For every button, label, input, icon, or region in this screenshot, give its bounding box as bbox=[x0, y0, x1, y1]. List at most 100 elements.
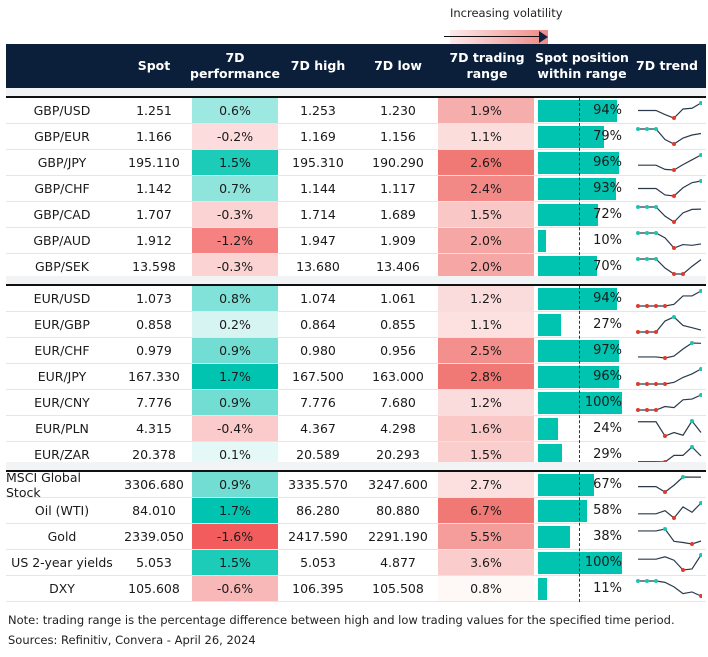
low-value: 190.290 bbox=[372, 155, 424, 170]
table-row: MSCI Global Stock 3306.680 0.9% 3335.570 324… bbox=[6, 470, 706, 500]
row-divider bbox=[6, 337, 706, 338]
row-label: Oil (WTI) bbox=[34, 503, 90, 518]
high-value: 4.367 bbox=[300, 421, 336, 436]
perf-value: -0.6% bbox=[192, 576, 278, 601]
trend-max-marker bbox=[645, 231, 649, 235]
group-divider bbox=[6, 470, 706, 472]
range-value: 2.0% bbox=[438, 254, 534, 279]
spot-value: 7.776 bbox=[136, 395, 172, 410]
table-header: Spot 7D performance 7D high 7D low 7D tr… bbox=[6, 44, 706, 88]
trend-max-marker bbox=[645, 127, 649, 131]
trend-min-marker bbox=[663, 304, 667, 308]
trend-max-marker bbox=[663, 527, 667, 531]
spot-value: 4.315 bbox=[136, 421, 172, 436]
trend-line bbox=[638, 102, 702, 119]
position-bar bbox=[538, 126, 605, 148]
trend-sparkline bbox=[638, 101, 702, 120]
row-divider bbox=[6, 441, 706, 442]
high-value: 167.500 bbox=[292, 369, 344, 384]
row-divider bbox=[6, 311, 706, 312]
legend-label: Increasing volatility bbox=[450, 6, 563, 20]
position-bar bbox=[538, 178, 617, 200]
trend-line bbox=[638, 368, 702, 385]
midpoint-line bbox=[579, 286, 580, 468]
high-value: 20.589 bbox=[296, 447, 340, 462]
trend-line bbox=[638, 419, 702, 437]
spot-value: 195.110 bbox=[128, 155, 180, 170]
position-bar bbox=[538, 288, 617, 310]
row-label: EUR/ZAR bbox=[34, 447, 90, 462]
high-value: 5.053 bbox=[300, 555, 336, 570]
row-divider bbox=[6, 415, 706, 416]
table-row: EUR/PLN 4.315 -0.4% 4.367 4.298 1.6% 24% bbox=[6, 416, 706, 442]
table-row: Gold 2339.050 -1.6% 2417.590 2291.190 5.5% 38% bbox=[6, 524, 706, 550]
position-bar bbox=[538, 256, 597, 278]
trend-min-marker bbox=[672, 220, 676, 224]
table-row: GBP/CAD 1.707 -0.3% 1.714 1.689 1.5% 72% bbox=[6, 202, 706, 228]
trend-min-marker bbox=[645, 304, 649, 308]
position-value: 72% bbox=[593, 207, 622, 222]
row-divider bbox=[6, 389, 706, 390]
spot-value: 84.010 bbox=[132, 503, 176, 518]
trend-line bbox=[638, 180, 702, 197]
trend-sparkline bbox=[636, 367, 702, 386]
range-value: 2.0% bbox=[438, 228, 534, 253]
position-bar bbox=[538, 526, 570, 548]
range-value: 3.6% bbox=[438, 550, 534, 575]
group-spacer bbox=[6, 462, 706, 470]
position-bar bbox=[538, 340, 620, 362]
trend-sparkline bbox=[636, 257, 702, 276]
row-divider bbox=[6, 549, 706, 550]
row-label: EUR/JPY bbox=[37, 369, 87, 384]
trend-min-marker bbox=[636, 304, 640, 308]
high-value: 0.980 bbox=[300, 343, 336, 358]
table-row: EUR/CNY 7.776 0.9% 7.776 7.680 1.2% 100% bbox=[6, 390, 706, 416]
high-value: 106.395 bbox=[292, 581, 344, 596]
trend-min-marker bbox=[645, 408, 649, 412]
low-value: 105.508 bbox=[372, 581, 424, 596]
trend-sparkline bbox=[638, 341, 702, 360]
low-value: 0.855 bbox=[380, 317, 416, 332]
range-value: 1.5% bbox=[438, 202, 534, 227]
trend-max-marker bbox=[690, 445, 694, 449]
trend-min-marker bbox=[672, 272, 676, 276]
trend-min-marker bbox=[654, 304, 658, 308]
position-value: 38% bbox=[593, 529, 622, 544]
low-value: 7.680 bbox=[380, 395, 416, 410]
trend-max-marker bbox=[699, 367, 702, 371]
range-value: 6.7% bbox=[438, 498, 534, 523]
trend-min-marker bbox=[636, 382, 640, 386]
perf-value: 1.5% bbox=[192, 150, 278, 175]
trend-line bbox=[638, 446, 702, 463]
midpoint-line bbox=[579, 472, 580, 602]
trend-max-marker bbox=[654, 579, 658, 583]
spot-value: 1.142 bbox=[136, 181, 172, 196]
row-divider bbox=[6, 363, 706, 364]
position-bar bbox=[538, 552, 622, 574]
low-value: 4.877 bbox=[380, 555, 416, 570]
trend-max-marker bbox=[654, 257, 658, 261]
trend-line bbox=[638, 206, 702, 223]
footer-sources: Sources: Refinitiv, Convera - April 26, … bbox=[8, 633, 256, 647]
position-value: 100% bbox=[584, 395, 622, 410]
low-value: 1.689 bbox=[380, 207, 416, 222]
high-value: 1.253 bbox=[300, 103, 336, 118]
trend-min-marker bbox=[636, 330, 640, 334]
position-value: 29% bbox=[593, 447, 622, 462]
row-label: GBP/CHF bbox=[34, 181, 90, 196]
trend-sparkline bbox=[638, 475, 701, 494]
trend-min-marker bbox=[672, 116, 676, 120]
high-value: 1.144 bbox=[300, 181, 336, 196]
header-low: 7D low bbox=[374, 58, 422, 73]
trend-sparkline bbox=[636, 289, 702, 308]
trend-min-marker bbox=[645, 382, 649, 386]
trend-line bbox=[638, 316, 702, 333]
low-value: 1.230 bbox=[380, 103, 416, 118]
position-bar bbox=[538, 314, 561, 336]
high-value: 86.280 bbox=[296, 503, 340, 518]
row-label: Gold bbox=[47, 529, 77, 544]
row-divider bbox=[6, 601, 706, 602]
range-value: 1.2% bbox=[438, 286, 534, 311]
trend-sparkline bbox=[638, 527, 702, 546]
spot-value: 2339.050 bbox=[124, 529, 184, 544]
